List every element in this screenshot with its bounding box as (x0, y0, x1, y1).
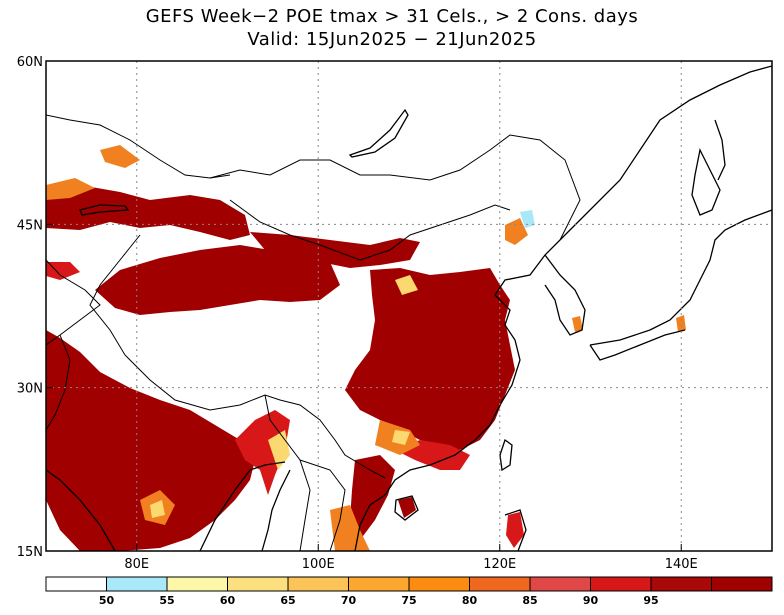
lon-tick-label: 100E (302, 557, 335, 572)
colorbar-label: 50 (99, 594, 115, 607)
colorbar-swatch (650, 576, 712, 592)
lat-tick-label: 15N (17, 545, 43, 560)
coastlines (46, 65, 772, 551)
border-mongolia (209, 134, 581, 241)
map-frame (45, 60, 773, 552)
coast-russia-east (559, 65, 772, 241)
field-tarim (95, 245, 340, 315)
probability-fields (46, 145, 686, 551)
border-china-west (89, 234, 386, 479)
coast-hokkaido (691, 148, 721, 216)
field-india (46, 330, 255, 551)
field-north-kazakh (100, 145, 140, 168)
field-manchuria-cyan (520, 210, 535, 228)
colorbar-swatch (348, 576, 410, 592)
map-title: GEFS Week−2 POE tmax > 31 Cels., > 2 Con… (145, 6, 639, 27)
coast-bay-of-bengal (261, 469, 291, 551)
colorbar: 50 55 60 65 70 75 80 85 90 95 (45, 576, 773, 607)
colorbar-label: 65 (280, 594, 295, 607)
colorbar-swatch (469, 576, 531, 592)
field-manchuria (505, 218, 528, 245)
border-mongolia-china (229, 199, 511, 261)
country-borders (46, 114, 581, 551)
field-east-china (345, 268, 515, 450)
lake-balkhash (79, 204, 130, 216)
colorbar-label: 60 (220, 594, 236, 607)
coast-korea (544, 254, 586, 336)
field-gobi (250, 232, 420, 268)
colorbar-swatch (227, 576, 289, 592)
lat-tick-label: 45N (17, 218, 43, 233)
field-indochina-orange (330, 505, 370, 551)
coast-china (384, 239, 561, 496)
colorbar-swatch (166, 576, 228, 592)
border-russia-kazakh (46, 114, 231, 179)
coast-japan (589, 209, 772, 346)
colorbar-label: 95 (643, 594, 658, 607)
colorbar-swatch (408, 576, 470, 592)
coast-taiwan (499, 438, 513, 472)
field-kazakh-orange (46, 178, 95, 200)
lon-tick-label: 120E (483, 557, 516, 572)
coast-hainan (394, 495, 419, 521)
field-indochina (350, 455, 395, 540)
axis-ticks: 80E 100E 120E 140E 60N 45N 30N 15N (17, 55, 698, 572)
border-thailand (299, 459, 346, 551)
border-india-pak (46, 334, 71, 431)
colorbar-label: 75 (401, 594, 416, 607)
colorbar-label: 90 (583, 594, 599, 607)
coast-philippines (504, 509, 527, 551)
coast-japan-south (589, 329, 686, 361)
coast-india (46, 461, 286, 551)
field-caspian (46, 262, 80, 280)
coast-indochina (354, 494, 386, 551)
coast-sakhalin (714, 119, 726, 181)
field-philippines (506, 512, 524, 548)
field-india-yellow (150, 500, 165, 518)
graticule (46, 61, 772, 551)
colorbar-label: 55 (159, 594, 174, 607)
colorbar-swatch (590, 576, 652, 592)
colorbar-swatch (45, 576, 107, 592)
lon-tick-label: 140E (665, 557, 698, 572)
field-north-china-yellow (395, 275, 418, 295)
field-japan (676, 315, 686, 332)
colorbar-swatch (711, 576, 773, 592)
map-valid-dates: Valid: 15Jun2025 − 21Jun2025 (247, 29, 537, 50)
field-korea (572, 316, 583, 332)
field-hainan (398, 497, 416, 518)
field-east-china-yellow (392, 430, 410, 445)
colorbar-swatch (106, 576, 168, 592)
lake-baikal (348, 108, 409, 158)
colorbar-swatch (529, 576, 591, 592)
field-kazakh (46, 185, 250, 240)
colorbar-label: 85 (522, 594, 537, 607)
colorbar-label: 70 (341, 594, 357, 607)
field-myanmar (235, 410, 290, 495)
lon-tick-label: 80E (124, 557, 149, 572)
colorbar-label: 80 (462, 594, 478, 607)
colorbar-swatch (287, 576, 349, 592)
lat-tick-label: 30N (17, 382, 43, 397)
lat-tick-label: 60N (17, 55, 43, 70)
